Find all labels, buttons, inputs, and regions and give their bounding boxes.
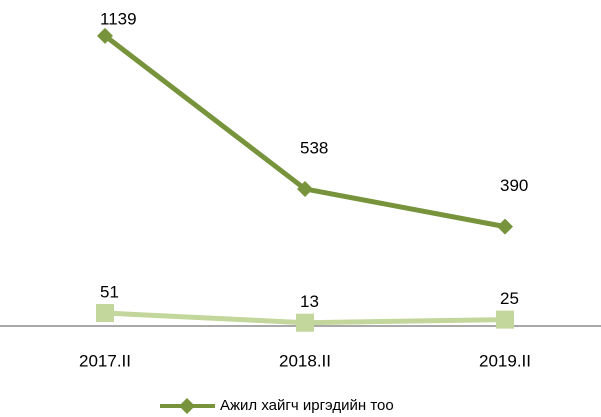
data-label: 538 (300, 138, 328, 157)
data-point (97, 27, 113, 44)
series-line (103, 33, 506, 230)
data-point (497, 218, 513, 235)
data-label: 1139 (100, 9, 137, 28)
x-tick-label: 2019.II (479, 351, 531, 370)
x-tick-label: 2018.II (279, 351, 331, 370)
legend-marker (179, 398, 195, 414)
data-point (297, 180, 313, 197)
data-label: 51 (100, 282, 119, 301)
data-label: 390 (500, 176, 528, 195)
x-tick-label: 2017.II (79, 351, 131, 370)
data-point (96, 304, 114, 323)
data-label: 13 (300, 292, 319, 311)
legend-label: Ажил хайгч иргэдийн тоо (220, 397, 394, 414)
data-point (496, 310, 514, 329)
data-label: 25 (500, 289, 519, 308)
data-point (296, 313, 314, 332)
